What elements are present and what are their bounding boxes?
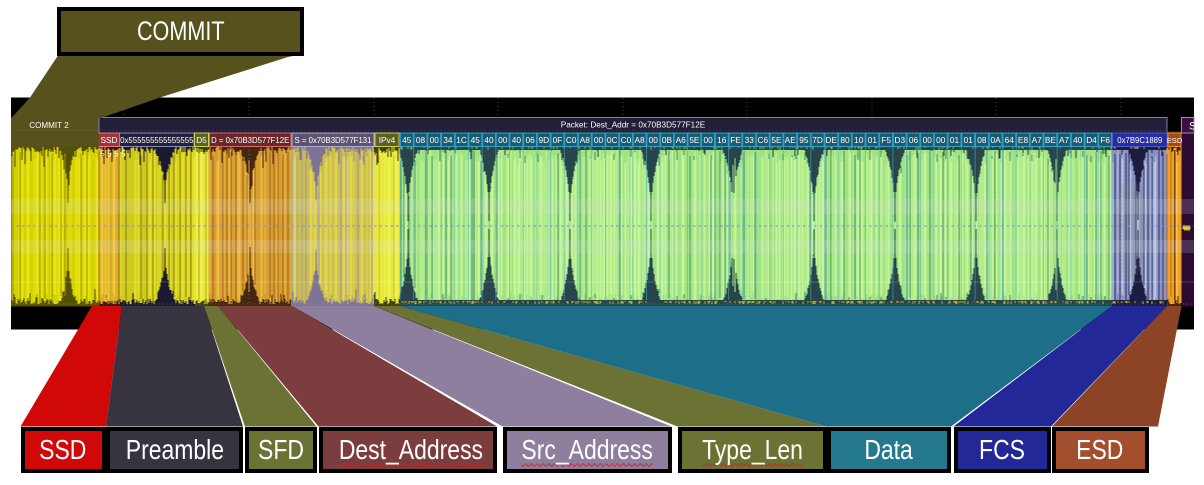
svg-text:A7: A7	[1059, 135, 1070, 145]
svg-text:0B: 0B	[662, 135, 673, 145]
svg-text:00: 00	[594, 135, 604, 145]
svg-text:S: S	[1189, 121, 1196, 133]
svg-text:C6: C6	[757, 135, 768, 145]
svg-text:40: 40	[484, 135, 494, 145]
svg-text:5E: 5E	[771, 135, 782, 145]
svg-text:AE: AE	[785, 135, 797, 145]
svg-text:FE: FE	[730, 135, 741, 145]
svg-text:08: 08	[977, 135, 987, 145]
svg-text:C0: C0	[621, 135, 632, 145]
svg-text:ESD: ESD	[1167, 136, 1183, 145]
svg-text:D5: D5	[196, 135, 207, 145]
svg-text:40: 40	[512, 135, 522, 145]
svg-text:45: 45	[402, 135, 412, 145]
svg-text:C0: C0	[566, 135, 577, 145]
svg-text:33: 33	[745, 135, 755, 145]
svg-text:A8: A8	[580, 135, 591, 145]
svg-text:5: 5	[100, 149, 105, 159]
svg-text:E8: E8	[1018, 135, 1029, 145]
svg-text:5E: 5E	[689, 135, 700, 145]
svg-text:10: 10	[854, 135, 864, 145]
svg-text:Packet: Dest_Addr = 0x70B3D577: Packet: Dest_Addr = 0x70B3D577F12E	[561, 121, 706, 130]
svg-text:45: 45	[471, 135, 481, 145]
svg-text:0C: 0C	[607, 135, 618, 145]
svg-text:9D: 9D	[538, 135, 549, 145]
svg-text:F6: F6	[1100, 135, 1110, 145]
svg-text:DE: DE	[826, 135, 838, 145]
svg-text:5: 5	[121, 149, 126, 159]
svg-text:IPv4: IPv4	[379, 135, 396, 145]
svg-text:D3: D3	[894, 135, 905, 145]
svg-text:7D: 7D	[812, 135, 823, 145]
svg-text:06: 06	[525, 135, 535, 145]
svg-text:0A: 0A	[991, 135, 1002, 145]
svg-text:A8: A8	[635, 135, 646, 145]
svg-text:00: 00	[923, 135, 933, 145]
svg-text:5: 5	[107, 149, 112, 159]
svg-text:A6: A6	[676, 135, 687, 145]
svg-text:0F: 0F	[553, 135, 563, 145]
svg-text:01: 01	[868, 135, 878, 145]
svg-text:01: 01	[950, 135, 960, 145]
svg-text:S = 0x70B3D577F131: S = 0x70B3D577F131	[295, 136, 372, 145]
svg-text:80: 80	[840, 135, 850, 145]
svg-text:40: 40	[1073, 135, 1083, 145]
svg-text:08: 08	[416, 135, 426, 145]
svg-text:00: 00	[430, 135, 440, 145]
svg-text:01: 01	[964, 135, 974, 145]
svg-text:5: 5	[114, 149, 119, 159]
svg-text:95: 95	[799, 135, 809, 145]
svg-text:0x555555555555555: 0x555555555555555	[120, 136, 194, 145]
svg-text:16: 16	[717, 135, 727, 145]
svg-text:D = 0x70B3D577F12E: D = 0x70B3D577F12E	[211, 136, 289, 145]
svg-text:00: 00	[498, 135, 508, 145]
svg-text:A7: A7	[1032, 135, 1043, 145]
svg-text:F5: F5	[881, 135, 891, 145]
svg-text:D4: D4	[1086, 135, 1097, 145]
svg-text:1C: 1C	[456, 135, 467, 145]
svg-text:64: 64	[1005, 135, 1015, 145]
svg-text:34: 34	[443, 135, 453, 145]
svg-text:00: 00	[703, 135, 713, 145]
svg-text:COMMIT 2: COMMIT 2	[29, 121, 69, 130]
svg-text:00: 00	[936, 135, 946, 145]
svg-text:00: 00	[649, 135, 659, 145]
svg-text:BE: BE	[1045, 135, 1057, 145]
svg-text:0x7B9C1889: 0x7B9C1889	[1117, 136, 1162, 145]
svg-text:SSD: SSD	[100, 135, 117, 145]
svg-text:06: 06	[909, 135, 919, 145]
